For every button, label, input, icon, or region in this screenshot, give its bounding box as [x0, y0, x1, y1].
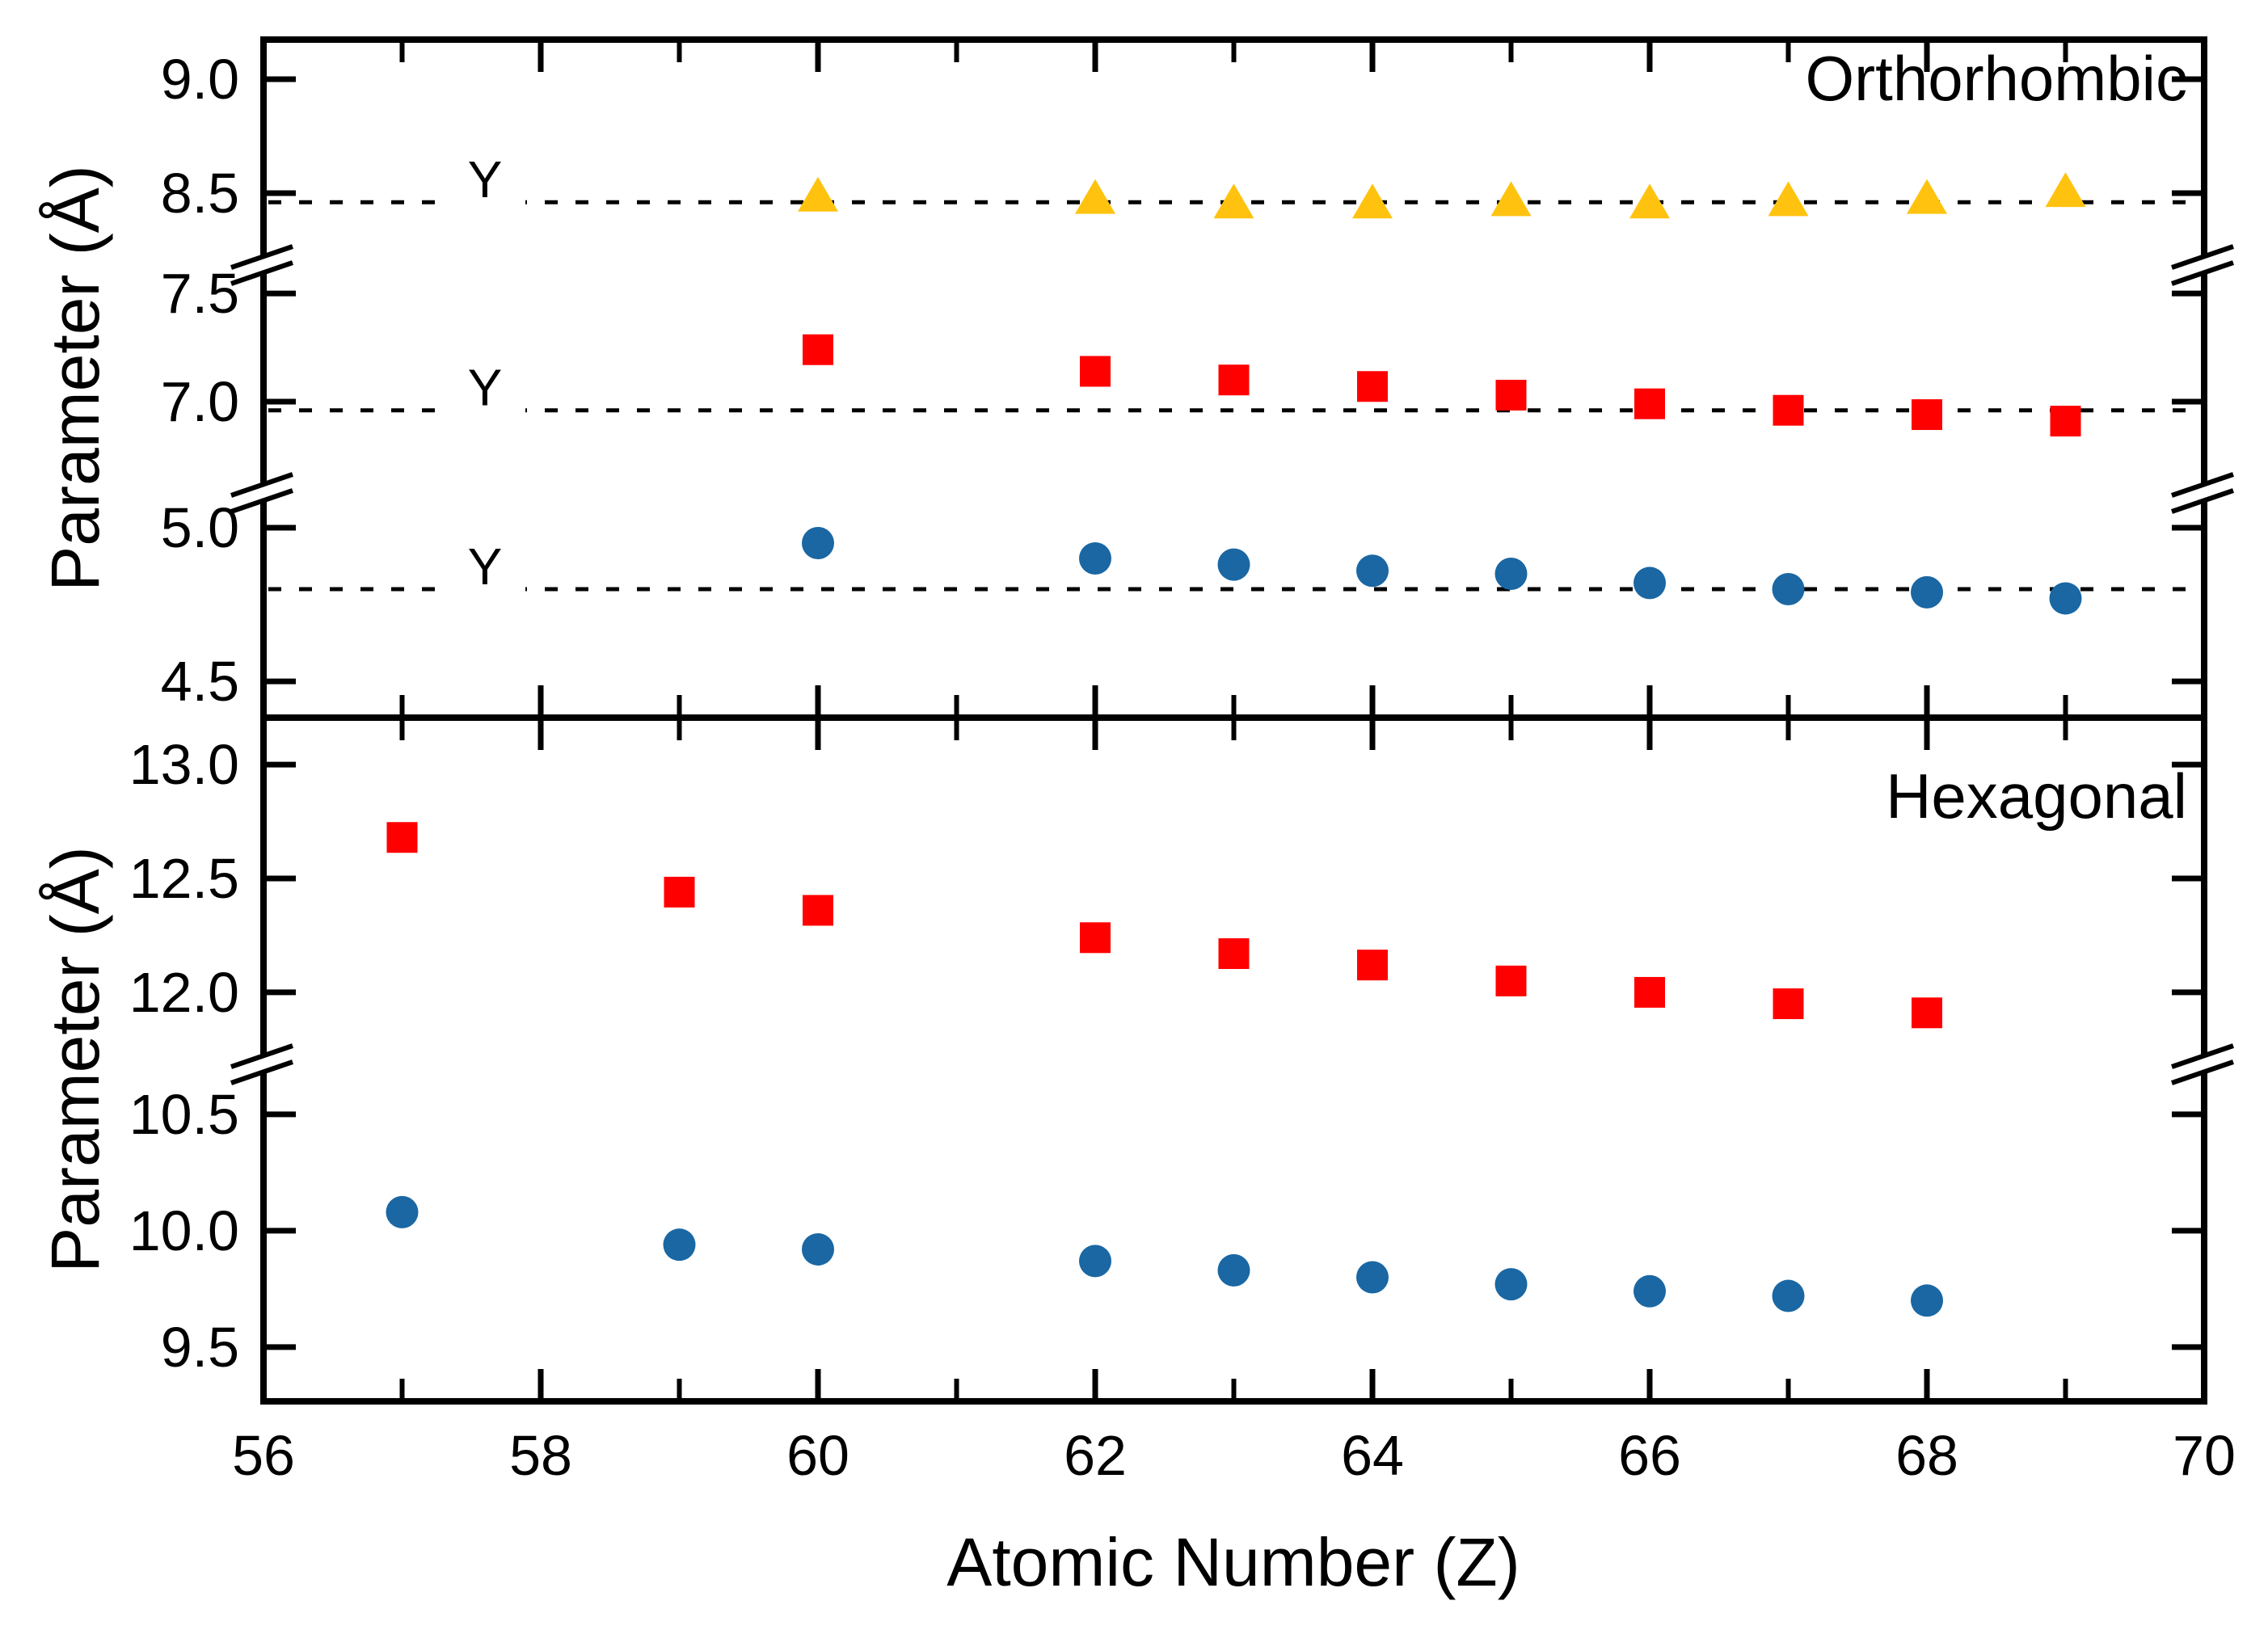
x-tick-label: 58	[509, 1424, 572, 1487]
y-tick-label: 8.5	[161, 162, 239, 225]
marker-square	[1080, 922, 1111, 954]
y-tick-label: 5.0	[161, 496, 239, 559]
x-tick-label: 60	[786, 1424, 849, 1487]
marker-square	[1495, 965, 1527, 996]
y-tick-label: 10.0	[129, 1199, 239, 1262]
ref-label-backing	[445, 402, 525, 418]
marker-square	[1357, 371, 1388, 402]
y-tick-label: 10.5	[129, 1083, 239, 1146]
marker-square	[1634, 388, 1665, 419]
marker-circle	[1494, 1268, 1528, 1301]
axis-break-slash	[230, 1043, 293, 1069]
marker-square	[2050, 406, 2081, 437]
y-tick-label: 9.5	[161, 1316, 239, 1379]
marker-triangle	[1629, 183, 1670, 219]
axis-break-slash	[2171, 260, 2234, 286]
marker-square	[386, 822, 418, 853]
ref-label-backing	[445, 195, 525, 210]
marker-square	[664, 876, 695, 908]
marker-square	[1218, 364, 1250, 396]
marker-triangle	[2045, 172, 2086, 208]
marker-square	[1495, 379, 1527, 411]
marker-circle	[663, 1228, 696, 1262]
marker-circle	[2049, 582, 2082, 615]
y-tick-label: 12.5	[129, 847, 239, 910]
x-tick-label: 64	[1341, 1424, 1404, 1487]
marker-square	[1912, 399, 1942, 431]
marker-triangle	[798, 176, 838, 212]
marker-triangle	[1213, 183, 1254, 219]
marker-circle	[1772, 1279, 1805, 1312]
marker-circle	[386, 1195, 419, 1228]
x-tick-label: 56	[232, 1424, 295, 1487]
marker-circle	[1217, 1253, 1250, 1287]
axis-break-slash	[2171, 1043, 2234, 1069]
marker-triangle	[1075, 179, 1115, 214]
marker-square	[1357, 950, 1388, 981]
marker-square	[1080, 356, 1111, 387]
marker-triangle	[1768, 181, 1809, 217]
marker-circle	[1634, 1274, 1666, 1308]
marker-circle	[1217, 548, 1250, 581]
bottom-panel-title: Hexagonal	[1886, 760, 2187, 832]
marker-circle	[1356, 554, 1389, 588]
marker-square	[1634, 976, 1665, 1008]
x-tick-label: 70	[2173, 1424, 2236, 1487]
ref-line-label: Y	[468, 359, 503, 417]
marker-circle	[802, 1232, 834, 1266]
marker-circle	[1911, 575, 1943, 609]
ref-line-label: Y	[468, 150, 503, 209]
axis-break-slash	[230, 488, 293, 514]
x-tick-label: 68	[1895, 1424, 1958, 1487]
axis-break-slash	[230, 260, 293, 286]
top-panel-title: Orthorhombic	[1805, 43, 2188, 114]
marker-square	[803, 334, 833, 365]
ref-line-label: Y	[468, 537, 503, 596]
axis-break-slash	[2171, 1059, 2234, 1085]
y-tick-label: 12.0	[129, 961, 239, 1024]
x-tick-label: 66	[1618, 1424, 1681, 1487]
y-tick-label: 7.5	[161, 262, 239, 325]
bottom-panel-y-axis-label: Parameter (Å)	[37, 846, 113, 1273]
marker-circle	[802, 526, 834, 559]
marker-square	[1218, 938, 1250, 970]
marker-square	[1912, 997, 1942, 1029]
marker-triangle	[1907, 179, 1947, 214]
axis-break-slash	[230, 244, 293, 270]
y-tick-label: 4.5	[161, 650, 239, 713]
marker-circle	[1494, 558, 1528, 591]
y-tick-label: 7.0	[161, 370, 239, 433]
axis-break-slash	[2171, 472, 2234, 498]
marker-circle	[1772, 573, 1805, 606]
x-axis-label: Atomic Number (Z)	[946, 1524, 1520, 1600]
y-tick-label: 13.0	[129, 733, 239, 796]
marker-triangle	[1490, 181, 1532, 217]
x-tick-label: 62	[1064, 1424, 1127, 1487]
axis-break-slash	[2171, 488, 2234, 514]
marker-triangle	[1352, 183, 1393, 219]
marker-square	[803, 895, 833, 926]
ref-label-backing	[445, 582, 525, 597]
marker-circle	[1079, 542, 1111, 575]
y-tick-label: 9.0	[161, 48, 239, 111]
marker-square	[1773, 394, 1804, 426]
axis-break-slash	[230, 1059, 293, 1085]
top-panel-y-axis-label: Parameter (Å)	[37, 165, 113, 592]
marker-circle	[1079, 1245, 1111, 1278]
marker-circle	[1634, 567, 1666, 600]
marker-circle	[1911, 1284, 1943, 1317]
axis-break-slash	[2171, 244, 2234, 270]
marker-square	[1773, 988, 1804, 1020]
axis-break-slash	[230, 472, 293, 498]
marker-circle	[1356, 1261, 1389, 1294]
